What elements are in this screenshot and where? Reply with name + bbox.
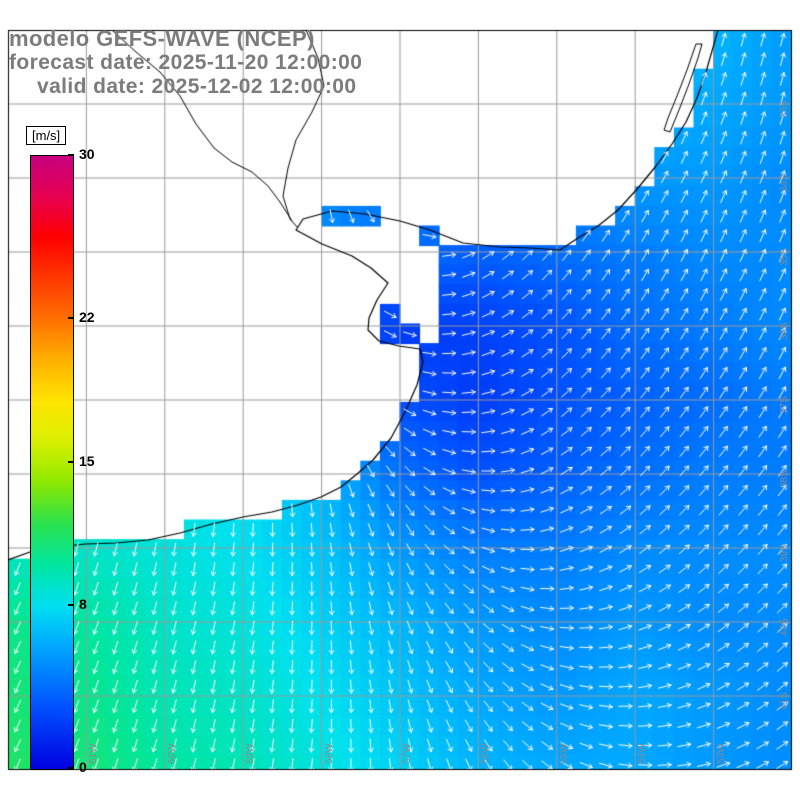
- forecast-date-line: forecast date: 2025-11-20 12:00:00: [9, 51, 363, 74]
- colorbar-gradient: [30, 155, 74, 770]
- colorbar-tick-label: 15: [79, 452, 95, 469]
- colorbar-tick-label: 8: [79, 595, 87, 612]
- valid-date-line: valid date: 2025-12-02 12:00:00: [37, 75, 357, 98]
- colorbar-tick-mark: [68, 317, 74, 320]
- colorbar-tick-mark: [68, 603, 74, 606]
- colorbar-tick-mark: [68, 767, 74, 769]
- colorbar-tick-mark: [68, 154, 74, 156]
- model-title: modelo GEFS-WAVE (NCEP): [9, 26, 315, 51]
- colorbar-tick-label: 0: [79, 759, 87, 775]
- colorbar-tick-mark: [68, 460, 74, 463]
- colorbar-tick-label: 30: [79, 146, 95, 162]
- colorbar-tick-label: 22: [79, 309, 95, 326]
- colorbar-unit-label: [m/s]: [26, 126, 67, 145]
